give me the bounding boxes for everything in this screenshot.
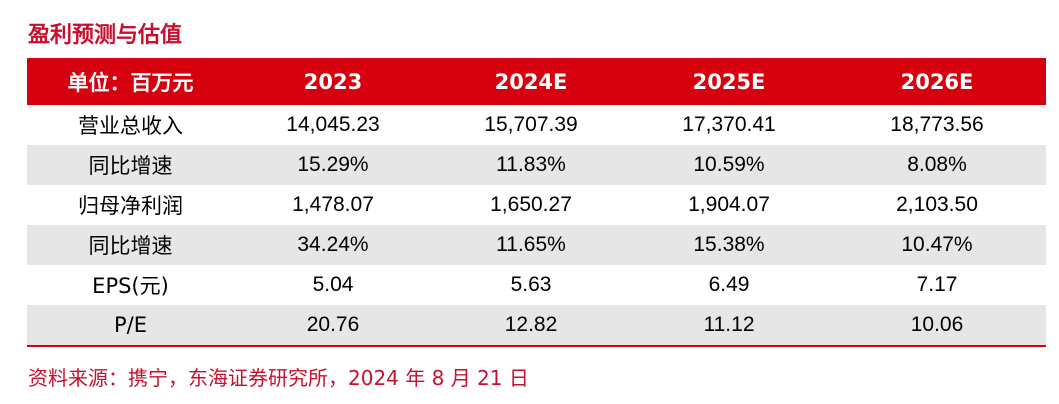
- table-cell: 5.04: [312, 273, 354, 296]
- header-unit: 单位：百万元: [27, 58, 234, 105]
- page-title: 盈利预测与估值: [28, 23, 183, 48]
- table-cell: 11.83%: [432, 145, 630, 185]
- table-row-eps: EPS(元) 5.04 5.63 6.49 7.17: [27, 265, 1046, 305]
- table-row-net-profit: 归母净利润 1,478.07 1,650.27 1,904.07 2,103.5…: [27, 185, 1046, 225]
- table-cell: 10.47%: [828, 225, 1046, 265]
- table-cell: 8.08%: [828, 145, 1046, 185]
- table-cell: 5.63: [510, 273, 552, 296]
- row-label: 营业总收入: [78, 114, 183, 138]
- table-cell: 11.65%: [432, 225, 630, 265]
- table-cell: 17,370.41: [682, 113, 776, 136]
- table-cell: 34.24%: [234, 225, 432, 265]
- row-label: 归母净利润: [78, 194, 183, 218]
- table-row-profit-growth: 同比增速 34.24% 11.65% 15.38% 10.47%: [27, 225, 1046, 265]
- table-cell: 11.12: [630, 305, 828, 347]
- row-label: 同比增速: [27, 145, 234, 185]
- table-cell: 2,103.50: [896, 193, 978, 216]
- row-label: 同比增速: [27, 225, 234, 265]
- table-cell: 15,707.39: [484, 113, 578, 136]
- table-cell: 15.29%: [234, 145, 432, 185]
- table-cell: 14,045.23: [286, 113, 380, 136]
- table-cell: 12.82: [432, 305, 630, 347]
- table-row-revenue-growth: 同比增速 15.29% 11.83% 10.59% 8.08%: [27, 145, 1046, 185]
- table-cell: 18,773.56: [890, 113, 984, 136]
- forecast-table: 单位：百万元 2023 2024E 2025E 2026E 营业总收入 14,0…: [27, 58, 1046, 347]
- table-cell: 1,650.27: [490, 193, 572, 216]
- header-2024e: 2024E: [432, 58, 630, 105]
- source-note: 资料来源：携宁，东海证券研究所，2024 年 8 月 21 日: [28, 366, 529, 390]
- row-label: P/E: [27, 305, 234, 347]
- table-cell: 6.49: [708, 273, 750, 296]
- table-cell: 7.17: [916, 273, 958, 296]
- table-header-row: 单位：百万元 2023 2024E 2025E 2026E: [27, 58, 1046, 105]
- row-label: EPS(元): [92, 274, 169, 298]
- table-row-pe: P/E 20.76 12.82 11.12 10.06: [27, 305, 1046, 347]
- table-cell: 1,904.07: [688, 193, 770, 216]
- header-2025e: 2025E: [630, 58, 828, 105]
- header-2023: 2023: [234, 58, 432, 105]
- table-cell: 20.76: [234, 305, 432, 347]
- table-row-revenue: 营业总收入 14,045.23 15,707.39 17,370.41 18,7…: [27, 105, 1046, 145]
- table-cell: 10.06: [828, 305, 1046, 347]
- header-2026e: 2026E: [828, 58, 1046, 105]
- table-cell: 1,478.07: [292, 193, 374, 216]
- table-cell: 10.59%: [630, 145, 828, 185]
- table-cell: 15.38%: [630, 225, 828, 265]
